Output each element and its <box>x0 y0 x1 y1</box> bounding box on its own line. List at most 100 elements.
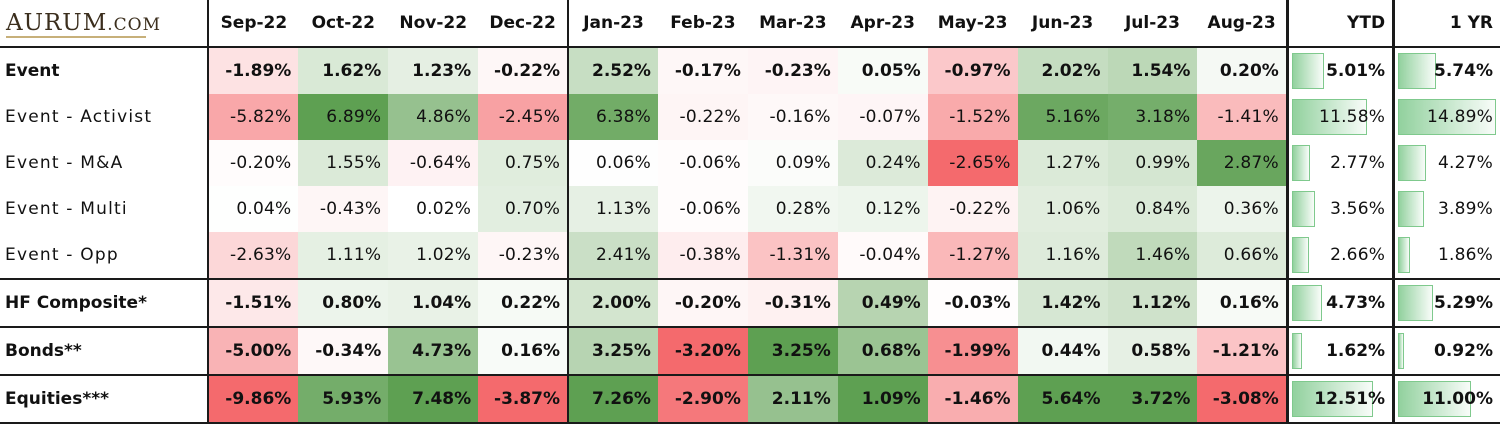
return-cell: -5.00% <box>207 326 299 375</box>
table-row: Event - Multi 0.04% -0.43% 0.02% 0.70% 1.13% -… <box>0 186 1500 232</box>
one-year-cell: 5.29% <box>1392 278 1500 327</box>
row-label: Equities*** <box>0 374 209 424</box>
return-cell: -1.46% <box>927 374 1018 424</box>
table-row: Equities*** -9.86% 5.93% 7.48% -3.87% 7.26% -2… <box>0 374 1500 424</box>
return-cell: 2.02% <box>1017 47 1108 94</box>
one-year-cell: 14.89% <box>1392 94 1500 140</box>
ytd-cell: 4.73% <box>1285 278 1394 327</box>
return-cell: 1.62% <box>298 47 389 94</box>
header-month: Nov-22 <box>388 0 479 48</box>
return-cell: 4.86% <box>388 94 479 140</box>
ytd-cell: 5.01% <box>1285 47 1394 94</box>
return-cell: -3.20% <box>657 326 748 375</box>
aurum-logo: AURUM.COM <box>0 0 209 48</box>
return-cell: 0.68% <box>837 326 928 375</box>
header-month: Jan-23 <box>567 0 658 48</box>
return-cell: -0.22% <box>927 186 1018 232</box>
table-row: Event - M&A -0.20% 1.55% -0.64% 0.75% 0.06% -0… <box>0 140 1500 186</box>
return-cell: 7.26% <box>567 374 658 424</box>
data-bar <box>1291 191 1315 227</box>
table-row: Bonds** -5.00% -0.34% 4.73% 0.16% 3.25% -3.20%… <box>0 326 1500 375</box>
ytd-cell: 2.66% <box>1285 232 1394 279</box>
return-cell: -3.87% <box>478 374 569 424</box>
return-cell: 1.54% <box>1107 47 1198 94</box>
return-cell: 2.11% <box>747 374 838 424</box>
return-cell: 5.16% <box>1017 94 1108 140</box>
return-cell: -0.38% <box>657 232 748 279</box>
return-cell: -0.34% <box>298 326 389 375</box>
return-cell: 1.06% <box>1017 186 1108 232</box>
logo-text: AURUM <box>6 10 108 36</box>
return-cell: 6.89% <box>298 94 389 140</box>
ytd-cell-value: 5.01% <box>1326 61 1386 81</box>
data-bar <box>1398 53 1436 89</box>
ytd-cell-value: 2.77% <box>1330 153 1386 173</box>
data-bar <box>1398 285 1433 321</box>
return-cell: 1.16% <box>1017 232 1108 279</box>
return-cell: 1.27% <box>1017 140 1108 186</box>
ytd-cell: 3.56% <box>1285 186 1394 232</box>
return-cell: -0.97% <box>927 47 1018 94</box>
return-cell: -0.16% <box>747 94 838 140</box>
header-month: May-23 <box>927 0 1018 48</box>
return-cell: -1.27% <box>927 232 1018 279</box>
ytd-cell: 12.51% <box>1285 374 1394 424</box>
data-bar <box>1291 381 1373 417</box>
return-cell: -0.20% <box>207 140 299 186</box>
return-cell: -1.21% <box>1197 326 1288 375</box>
return-cell: -5.82% <box>207 94 299 140</box>
return-cell: -0.07% <box>837 94 928 140</box>
header-row: AURUM.COM Sep-22 Oct-22 Nov-22 Dec-22 Ja… <box>0 0 1500 48</box>
return-cell: 1.23% <box>388 47 479 94</box>
header-month: Mar-23 <box>747 0 838 48</box>
one-year-cell-value: 1.86% <box>1437 245 1493 265</box>
data-bar <box>1398 191 1424 227</box>
row-label: Event - Multi <box>5 199 128 219</box>
one-year-cell: 11.00% <box>1392 374 1500 424</box>
return-cell: 5.64% <box>1017 374 1108 424</box>
one-year-cell: 3.89% <box>1392 186 1500 232</box>
data-bar <box>1398 333 1405 369</box>
data-bar <box>1291 53 1325 89</box>
return-cell: 1.09% <box>837 374 928 424</box>
ytd-cell: 1.62% <box>1285 326 1394 375</box>
logo-suffix: .COM <box>107 15 162 35</box>
table-row: Event -1.89% 1.62% 1.23% -0.22% 2.52% -0.17% -0… <box>0 47 1500 94</box>
return-cell: 1.12% <box>1107 278 1198 327</box>
return-cell: -1.52% <box>927 94 1018 140</box>
ytd-cell-value: 2.66% <box>1330 245 1386 265</box>
return-cell: 4.73% <box>388 326 479 375</box>
one-year-cell: 5.74% <box>1392 47 1500 94</box>
return-cell: -2.45% <box>478 94 569 140</box>
one-year-cell: 4.27% <box>1392 140 1500 186</box>
table-row: Event - Opp -2.63% 1.11% 1.02% -0.23% 2.41% -0… <box>0 232 1500 279</box>
return-cell: 0.16% <box>1197 278 1288 327</box>
data-bar <box>1398 381 1471 417</box>
row-label: Event - M&A <box>5 153 124 173</box>
data-bar <box>1398 145 1427 181</box>
table-row: HF Composite* -1.51% 0.80% 1.04% 0.22% 2.00% -… <box>0 278 1500 327</box>
return-cell: -0.06% <box>657 186 748 232</box>
return-cell: 0.36% <box>1197 186 1288 232</box>
return-cell: 3.25% <box>747 326 838 375</box>
one-year-cell: 1.86% <box>1392 232 1500 279</box>
table-row: Event - Activist -5.82% 6.89% 4.86% -2.45% 6.… <box>0 94 1500 140</box>
return-cell: 7.48% <box>388 374 479 424</box>
return-cell: -2.65% <box>927 140 1018 186</box>
return-cell: -0.03% <box>927 278 1018 327</box>
ytd-cell-value: 11.58% <box>1319 107 1386 127</box>
return-cell: 0.06% <box>567 140 658 186</box>
return-cell: 0.04% <box>207 186 299 232</box>
return-cell: 1.11% <box>298 232 389 279</box>
return-cell: 0.58% <box>1107 326 1198 375</box>
ytd-cell-value: 12.51% <box>1314 389 1386 409</box>
return-cell: 1.55% <box>298 140 389 186</box>
data-bar <box>1291 99 1367 135</box>
return-cell: 0.05% <box>837 47 928 94</box>
return-cell: 6.38% <box>567 94 658 140</box>
return-cell: 2.00% <box>567 278 658 327</box>
return-cell: 0.20% <box>1197 47 1288 94</box>
return-cell: 0.70% <box>478 186 569 232</box>
data-bar <box>1291 285 1323 321</box>
data-bar <box>1291 333 1303 369</box>
